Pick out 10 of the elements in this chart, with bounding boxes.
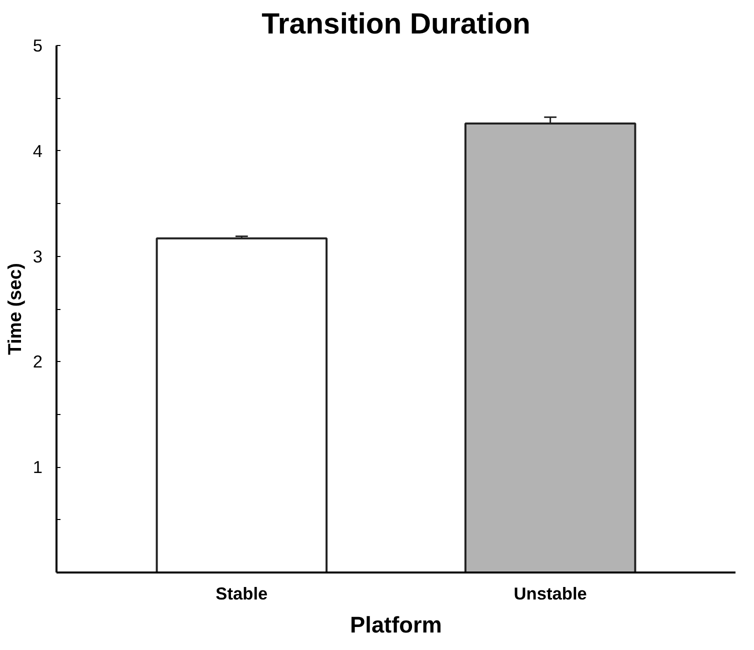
x-tick-label: Stable xyxy=(216,584,268,604)
x-axis-title: Platform xyxy=(350,612,442,638)
y-tick-label: 1 xyxy=(32,457,43,478)
y-tick-label: 4 xyxy=(32,140,43,161)
y-tick-label: 3 xyxy=(32,246,43,266)
chart-title: Transition Duration xyxy=(262,8,530,40)
y-tick-label: 2 xyxy=(32,352,43,372)
y-tick-label: 5 xyxy=(32,36,43,56)
x-tick-label: Unstable xyxy=(514,584,588,604)
y-axis-title: Time (sec) xyxy=(4,263,25,355)
